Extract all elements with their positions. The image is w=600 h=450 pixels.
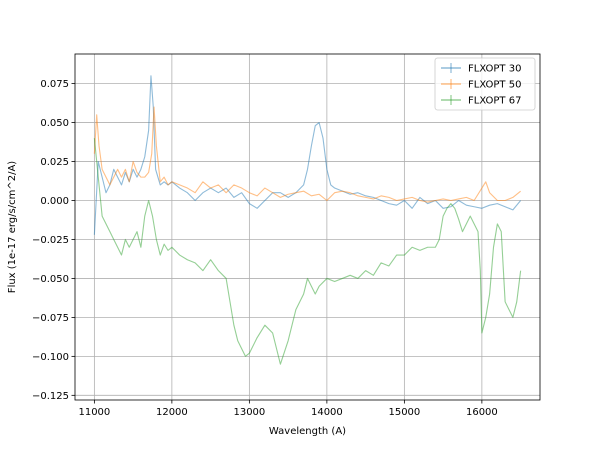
axes-frame [74,53,541,401]
x-axis-label: Wavelength (A) [269,426,346,437]
y-tick-label: −0.050 [32,274,69,285]
x-tick-label: 12000 [156,407,188,418]
axes-background [75,54,540,400]
legend: FLXOPT 30 FLXOPT 50 FLXOPT 67 [434,57,536,111]
x-tick-label: 14000 [311,407,343,418]
x-axis-ticks: 11000 12000 13000 14000 15000 16000 [78,400,498,418]
legend-label: FLXOPT 67 [468,96,521,107]
legend-item-flxopt-50: FLXOPT 50 [441,79,521,91]
legend-item-flxopt-30: FLXOPT 30 [441,63,521,75]
y-axis-ticks: −0.125 −0.100 −0.075 −0.050 −0.025 0.000 0.025… [32,79,75,402]
x-tick-label: 16000 [466,407,498,418]
x-tick-label: 15000 [388,407,420,418]
y-tick-label: 0.075 [40,79,69,90]
y-tick-label: −0.125 [32,391,69,402]
y-axis-label: Flux (1e-17 erg/s/cm^2/A) [7,161,18,293]
y-tick-label: −0.075 [32,313,69,324]
legend-label: FLXOPT 50 [468,80,521,91]
grid-lines [75,54,540,400]
legend-item-flxopt-67: FLXOPT 67 [441,95,521,107]
x-tick-label: 11000 [78,407,110,418]
y-tick-label: −0.025 [32,235,69,246]
y-tick-label: 0.025 [40,157,69,168]
y-tick-label: 0.000 [40,196,69,207]
series-line-flxopt-67 [93,138,522,365]
y-tick-label: −0.100 [32,352,69,363]
y-tick-label: 0.050 [40,118,69,129]
legend-frame [434,57,536,111]
legend-label: FLXOPT 30 [468,64,521,75]
series-flxopt-67 [93,138,522,365]
series-flxopt-30 [93,75,522,235]
series-line-flxopt-30 [93,75,522,235]
series-line-flxopt-50 [93,106,521,203]
series-flxopt-50 [93,106,521,203]
x-tick-label: 13000 [233,407,265,418]
series-layer [93,75,522,365]
plot-area [74,53,541,401]
